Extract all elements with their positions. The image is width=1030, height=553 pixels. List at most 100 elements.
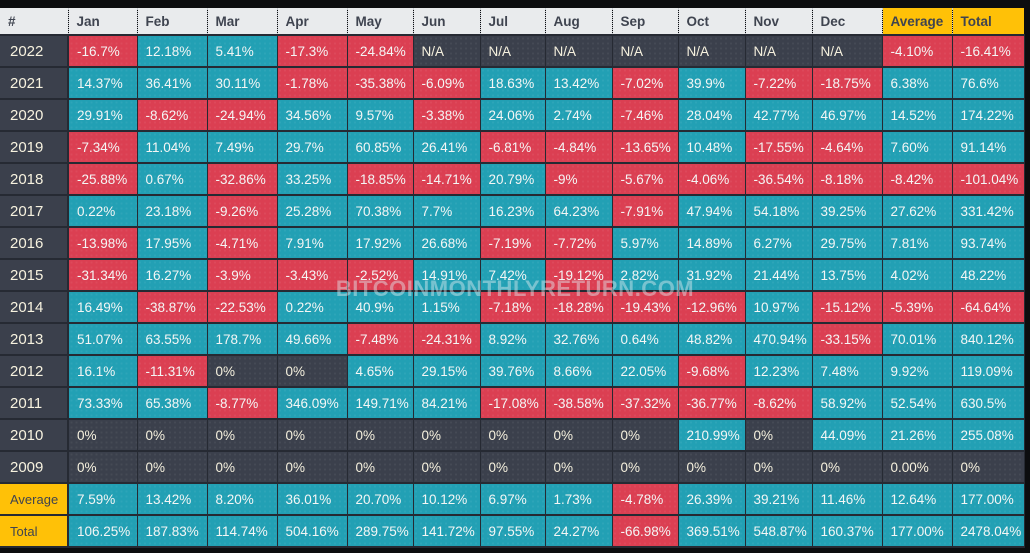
- return-cell: 40.9%: [346, 290, 414, 324]
- return-cell: 70.38%: [346, 194, 414, 228]
- return-cell: 0%: [136, 450, 208, 484]
- return-cell: -64.64%: [951, 290, 1025, 324]
- return-cell: 51.07%: [67, 322, 138, 356]
- return-cell: 187.83%: [136, 514, 208, 548]
- return-cell: -4.84%: [544, 130, 613, 164]
- return-cell: 30.11%: [206, 66, 278, 100]
- return-cell: -8.77%: [206, 386, 278, 420]
- return-cell: 5.41%: [206, 34, 278, 68]
- column-header: #: [0, 8, 68, 35]
- return-cell: 31.92%: [677, 258, 746, 292]
- column-header: Apr: [276, 8, 347, 35]
- return-cell: 39.76%: [479, 354, 546, 388]
- return-cell: 331.42%: [951, 194, 1025, 228]
- return-cell: N/A: [744, 34, 813, 68]
- return-cell: 0.64%: [611, 322, 679, 356]
- return-cell: 26.39%: [677, 482, 746, 516]
- return-cell: 174.22%: [951, 98, 1025, 132]
- return-cell: 13.42%: [136, 482, 208, 516]
- return-cell: 7.7%: [412, 194, 481, 228]
- return-cell: 39.9%: [677, 66, 746, 100]
- return-cell: 24.06%: [479, 98, 546, 132]
- return-cell: 255.08%: [951, 418, 1025, 452]
- return-cell: 10.12%: [412, 482, 481, 516]
- return-cell: 10.48%: [677, 130, 746, 164]
- return-cell: -1.78%: [276, 66, 348, 100]
- return-cell: 0%: [206, 418, 278, 452]
- return-cell: 4.02%: [881, 258, 953, 292]
- return-cell: -36.77%: [677, 386, 746, 420]
- return-cell: 17.92%: [346, 226, 414, 260]
- return-cell: -7.46%: [611, 98, 679, 132]
- return-cell: 84.21%: [412, 386, 481, 420]
- return-cell: 0%: [346, 418, 414, 452]
- row-label: 2016: [0, 226, 69, 260]
- return-cell: 2.74%: [544, 98, 613, 132]
- return-cell: 22.05%: [611, 354, 679, 388]
- return-cell: N/A: [412, 34, 481, 68]
- return-cell: 14.89%: [677, 226, 746, 260]
- return-cell: 60.85%: [346, 130, 414, 164]
- return-cell: 36.01%: [276, 482, 348, 516]
- table-row: Average 7.59% 13.42% 8.20% 36.01% 20.70% 10.12…: [0, 482, 1025, 516]
- column-header: Mar: [206, 8, 277, 35]
- row-label: 2014: [0, 290, 69, 324]
- return-cell: 0%: [744, 418, 813, 452]
- return-cell: 10.97%: [744, 290, 813, 324]
- table-row: 2021 14.37% 36.41% 30.11% -1.78% -35.38% -6.09…: [0, 66, 1025, 100]
- return-cell: -4.06%: [677, 162, 746, 196]
- return-cell: 36.41%: [136, 66, 208, 100]
- column-header: Nov: [744, 8, 812, 35]
- return-cell: -18.75%: [811, 66, 883, 100]
- return-cell: 106.25%: [67, 514, 138, 548]
- table-row: Total 106.25% 187.83% 114.74% 504.16% 289.75%…: [0, 514, 1025, 548]
- return-cell: 0%: [67, 450, 138, 484]
- column-header: Jun: [412, 8, 480, 35]
- return-cell: 91.14%: [951, 130, 1025, 164]
- table-row: 2014 16.49% -38.87% -22.53% 0.22% 40.9% 1.15% -…: [0, 290, 1025, 324]
- return-cell: 0%: [951, 450, 1025, 484]
- return-cell: -4.10%: [881, 34, 953, 68]
- return-cell: 177.00%: [951, 482, 1025, 516]
- return-cell: 141.72%: [412, 514, 481, 548]
- return-cell: 6.38%: [881, 66, 953, 100]
- return-cell: 0%: [744, 450, 813, 484]
- return-cell: -19.12%: [544, 258, 613, 292]
- table-row: 2009 0% 0% 0% 0% 0% 0% 0% 0% 0% 0% 0% 0% 0.00% 0%: [0, 450, 1025, 484]
- return-cell: -101.04%: [951, 162, 1025, 196]
- column-header: Jan: [67, 8, 137, 35]
- return-cell: N/A: [677, 34, 746, 68]
- return-cell: 0%: [412, 418, 481, 452]
- return-cell: 16.27%: [136, 258, 208, 292]
- return-cell: 24.27%: [544, 514, 613, 548]
- return-cell: -38.58%: [544, 386, 613, 420]
- return-cell: -17.08%: [479, 386, 546, 420]
- return-cell: 0.22%: [276, 290, 348, 324]
- column-header: Feb: [136, 8, 207, 35]
- return-cell: -13.65%: [611, 130, 679, 164]
- return-cell: 8.92%: [479, 322, 546, 356]
- return-cell: 9.57%: [346, 98, 414, 132]
- return-cell: 47.94%: [677, 194, 746, 228]
- return-cell: 0%: [677, 450, 746, 484]
- return-cell: -24.84%: [346, 34, 414, 68]
- return-cell: -18.85%: [346, 162, 414, 196]
- return-cell: -7.02%: [611, 66, 679, 100]
- return-cell: 42.77%: [744, 98, 813, 132]
- return-cell: N/A: [479, 34, 546, 68]
- return-cell: 29.91%: [67, 98, 138, 132]
- return-cell: 0%: [544, 450, 613, 484]
- row-label: 2015: [0, 258, 69, 292]
- return-cell: 28.04%: [677, 98, 746, 132]
- column-header: May: [346, 8, 413, 35]
- return-cell: 64.23%: [544, 194, 613, 228]
- return-cell: 504.16%: [276, 514, 348, 548]
- return-cell: -11.31%: [136, 354, 208, 388]
- table-row: 2013 51.07% 63.55% 178.7% 49.66% -7.48% -24.31…: [0, 322, 1025, 356]
- return-cell: 470.94%: [744, 322, 813, 356]
- return-cell: 0%: [67, 418, 138, 452]
- return-cell: 0.22%: [67, 194, 138, 228]
- header-row: # Jan Feb Mar Apr May Jun Jul Aug Sep Oct Nov Dec Ave…: [0, 8, 1024, 35]
- return-cell: 97.55%: [479, 514, 546, 548]
